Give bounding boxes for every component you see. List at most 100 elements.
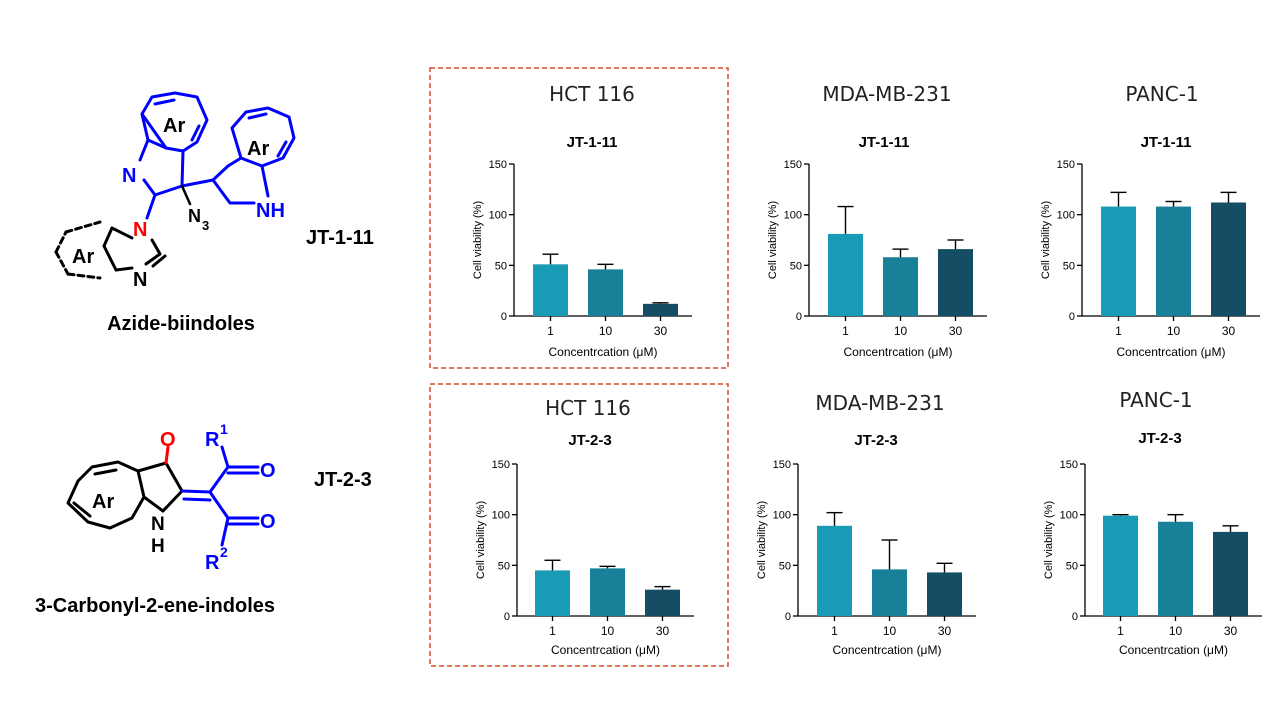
ar-label-indolinone: Ar xyxy=(92,491,114,513)
bar-30 xyxy=(1213,531,1248,616)
y-axis-label: Cell viability (%) xyxy=(475,501,487,579)
ar-label-benzimidazole: Ar xyxy=(72,246,94,268)
compound-class-1: Azide-biindoles xyxy=(107,313,255,335)
indole-nh-label: NH xyxy=(256,200,285,222)
y-tick-label: 50 xyxy=(790,260,802,272)
x-tick-label: 10 xyxy=(601,624,615,638)
bar-10 xyxy=(883,257,918,316)
compound-code-1: JT-1-11 xyxy=(306,227,374,249)
bar-10 xyxy=(588,269,623,316)
y-tick-label: 100 xyxy=(1057,210,1075,222)
y-tick-label: 150 xyxy=(784,159,802,171)
bar-1 xyxy=(1103,515,1138,616)
y-tick-label: 100 xyxy=(489,210,507,222)
cell-line-title: MDA-MB-231 xyxy=(815,391,944,415)
y-tick-label: 150 xyxy=(489,159,507,171)
x-tick-label: 10 xyxy=(894,324,908,338)
ketone-o-label: O xyxy=(160,429,176,451)
carbonyl-o-label-2: O xyxy=(260,511,276,533)
y-tick-label: 100 xyxy=(784,210,802,222)
y-tick-label: 0 xyxy=(796,311,802,323)
chart-panel-4: HCT 116 JT-2-3 0 50 100 150 Cell viability (%)… xyxy=(475,396,694,657)
r1-label: R xyxy=(205,429,220,451)
x-tick-label: 30 xyxy=(656,624,670,638)
azide-n-label: N xyxy=(188,206,201,226)
y-tick-label: 50 xyxy=(495,260,507,272)
x-tick-label: 1 xyxy=(1115,324,1122,338)
chart-title: JT-2-3 xyxy=(854,432,897,449)
y-tick-label: 50 xyxy=(1063,260,1075,272)
y-axis-label: Cell viability (%) xyxy=(472,201,484,279)
y-tick-label: 0 xyxy=(504,611,510,623)
x-axis-label: Concentrcation (μM) xyxy=(551,643,660,657)
cell-line-title: PANC-1 xyxy=(1119,388,1192,412)
y-tick-label: 0 xyxy=(501,311,507,323)
y-tick-label: 150 xyxy=(1060,459,1078,471)
y-axis-label: Cell viability (%) xyxy=(756,501,768,579)
x-tick-label: 10 xyxy=(883,624,897,638)
chart-panel-6: PANC-1 JT-2-3 0 50 100 150 Cell viability (%) 1… xyxy=(1043,388,1262,657)
highlight-box-hct116-jt-1-11 xyxy=(429,67,729,369)
x-tick-label: 10 xyxy=(599,324,613,338)
y-tick-label: 100 xyxy=(492,510,510,522)
bar-30 xyxy=(938,249,973,316)
cell-line-title: MDA-MB-231 xyxy=(822,82,951,106)
aryl-ring-upper xyxy=(140,91,209,153)
x-tick-label: 1 xyxy=(1117,624,1124,638)
y-tick-label: 150 xyxy=(773,459,791,471)
bar-30 xyxy=(927,572,962,616)
chart-panel-5: MDA-MB-231 JT-2-3 0 50 100 150 Cell viability … xyxy=(756,391,976,657)
y-tick-label: 50 xyxy=(779,560,791,572)
r2-superscript: 2 xyxy=(220,544,228,560)
bar-10 xyxy=(1158,521,1193,616)
y-tick-label: 50 xyxy=(1066,560,1078,572)
y-tick-label: 0 xyxy=(1072,611,1078,623)
x-tick-label: 1 xyxy=(549,624,556,638)
aryl-ring-right xyxy=(230,106,296,168)
bar-10 xyxy=(590,568,625,616)
chart-title: JT-1-11 xyxy=(859,134,910,151)
azide-subscript: 3 xyxy=(202,218,209,233)
carbonyl-o-label-1: O xyxy=(260,460,276,482)
imidazole-n3-label: N xyxy=(133,269,147,291)
x-tick-label: 30 xyxy=(1222,324,1236,338)
x-tick-label: 30 xyxy=(654,324,668,338)
x-tick-label: 1 xyxy=(831,624,838,638)
x-axis-label: Concentrcation (μM) xyxy=(1117,345,1226,359)
chart-title: JT-1-11 xyxy=(567,134,618,151)
indole-h-label-2: H xyxy=(151,536,165,557)
y-axis-label: Cell viability (%) xyxy=(1040,201,1052,279)
imidazole-n1-label: N xyxy=(133,219,147,241)
ar-label-upper: Ar xyxy=(163,115,185,137)
y-tick-label: 100 xyxy=(1060,510,1078,522)
x-axis-label: Concentrcation (μM) xyxy=(549,345,658,359)
x-tick-label: 30 xyxy=(938,624,952,638)
bar-1 xyxy=(817,525,852,616)
x-tick-label: 30 xyxy=(1224,624,1238,638)
y-tick-label: 150 xyxy=(492,459,510,471)
r2-label: R xyxy=(205,552,220,574)
x-tick-label: 10 xyxy=(1167,324,1181,338)
chart-panel-1: HCT 116 JT-1-11 0 50 100 150 Cell viability (%… xyxy=(472,82,692,359)
bar-1 xyxy=(1101,206,1136,316)
compound-code-2: JT-2-3 xyxy=(314,469,372,491)
cell-line-title: HCT 116 xyxy=(549,82,635,106)
structure-azide-biindole: Ar Ar N N 3 NH N N Ar xyxy=(54,91,296,291)
bar-10 xyxy=(1156,206,1191,316)
chart-panel-3: PANC-1 JT-1-11 0 50 100 150 Cell viability (%)… xyxy=(1040,82,1260,359)
chart-panel-2: MDA-MB-231 JT-1-11 0 50 100 150 Cell viability… xyxy=(767,82,987,359)
x-tick-label: 30 xyxy=(949,324,963,338)
y-tick-label: 50 xyxy=(498,560,510,572)
bar-30 xyxy=(1211,202,1246,316)
bar-1 xyxy=(828,233,863,316)
bar-30 xyxy=(643,303,678,316)
chart-title: JT-2-3 xyxy=(1138,430,1181,447)
y-tick-label: 0 xyxy=(785,611,791,623)
x-tick-label: 1 xyxy=(842,324,849,338)
cell-line-title: PANC-1 xyxy=(1125,82,1198,106)
x-axis-label: Concentrcation (μM) xyxy=(1119,643,1228,657)
structure-carbonyl-ene-indole: Ar O N H R 1 O O R 2 xyxy=(66,421,276,574)
y-tick-label: 0 xyxy=(1069,311,1075,323)
x-axis-label: Concentrcation (μM) xyxy=(833,643,942,657)
